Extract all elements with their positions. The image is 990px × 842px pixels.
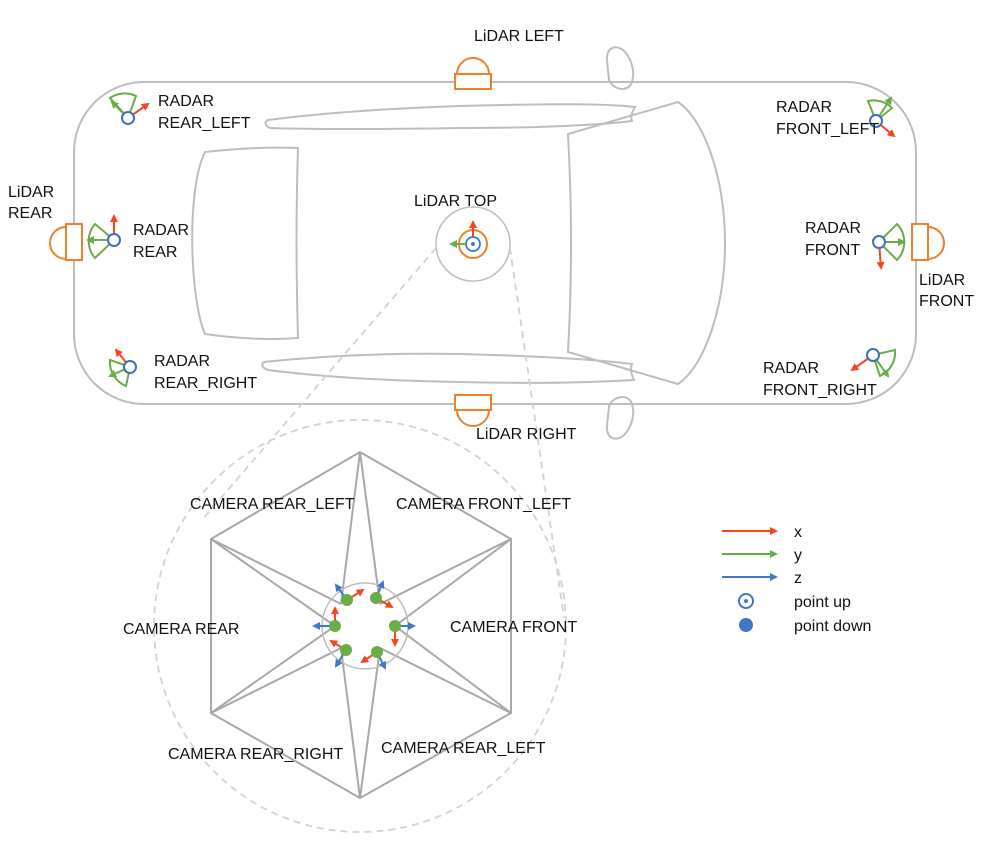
sensor-labels: LiDAR LEFT LiDAR RIGHT LiDAR TOP LiDAR R… <box>8 28 974 763</box>
camera-rear-right-marker <box>329 639 352 668</box>
label-lidar-top: LiDAR TOP <box>414 193 497 210</box>
mirror-left <box>605 46 635 90</box>
zoom-connector-right <box>509 247 565 619</box>
label-camera-front: CAMERA FRONT <box>450 619 577 636</box>
label-camera-rear-left-bottom: CAMERA REAR_LEFT <box>381 740 546 757</box>
label-lidar-rear-line2: REAR <box>8 205 52 222</box>
label-radar-front-line1: RADAR <box>805 220 861 237</box>
lidar-left-sensor <box>454 57 492 90</box>
radar-front-sensor <box>872 222 906 270</box>
label-radar-rear-left-line2: REAR_LEFT <box>158 115 251 132</box>
radar-rear-right-sensor <box>108 348 137 388</box>
radar-front-right-sensor <box>850 348 897 378</box>
camera-rear-left-top-marker <box>334 583 365 606</box>
side-window-right <box>261 352 636 384</box>
camera-rig-detail <box>153 419 567 833</box>
legend-z-label: z <box>794 570 802 587</box>
radar-front-left-sensor <box>866 96 896 138</box>
lidar-front-sensor <box>911 223 945 261</box>
label-radar-front-line2: FRONT <box>805 242 860 259</box>
side-window-left <box>264 103 637 131</box>
label-radar-front-right-line1: RADAR <box>763 360 819 377</box>
label-lidar-rear-line1: LiDAR <box>8 184 54 201</box>
label-lidar-front-line2: FRONT <box>919 293 974 310</box>
legend-point-up-icon <box>738 593 754 609</box>
label-camera-front-left: CAMERA FRONT_LEFT <box>396 496 571 513</box>
legend-x-label: x <box>794 524 802 541</box>
label-radar-front-right-line2: FRONT_RIGHT <box>763 382 877 399</box>
camera-front-left-marker <box>370 580 394 608</box>
camera-front-marker <box>389 620 416 647</box>
windshield <box>566 100 727 386</box>
rear-window <box>191 146 300 340</box>
legend-point-down-icon <box>739 618 753 632</box>
label-camera-rear-left-top: CAMERA REAR_LEFT <box>190 496 355 513</box>
label-lidar-right: LiDAR RIGHT <box>476 426 577 443</box>
label-camera-rear-right: CAMERA REAR_RIGHT <box>168 746 343 763</box>
legend-point-down-label: point down <box>794 618 871 635</box>
label-radar-front-left-line1: RADAR <box>776 99 832 116</box>
zoom-circle <box>153 419 567 833</box>
label-radar-rear-line2: REAR <box>133 244 177 261</box>
label-radar-rear-right-line2: REAR_RIGHT <box>154 375 257 392</box>
label-radar-rear-right-line1: RADAR <box>154 353 210 370</box>
lidar-top-sensor <box>435 206 511 282</box>
lidar-rear-sensor <box>49 223 83 261</box>
label-radar-rear-line1: RADAR <box>133 222 189 239</box>
lidar-right-sensor <box>454 394 492 427</box>
camera-rear-marker <box>312 606 341 632</box>
label-lidar-left: LiDAR LEFT <box>474 28 564 45</box>
legend: x y z point up point down <box>722 524 871 635</box>
label-radar-rear-left-line1: RADAR <box>158 93 214 110</box>
label-radar-front-left-line2: FRONT_LEFT <box>776 121 879 138</box>
label-lidar-front-line1: LiDAR <box>919 272 965 289</box>
label-camera-rear: CAMERA REAR <box>123 621 239 638</box>
legend-y-label: y <box>794 547 802 564</box>
camera-rear-left-bottom-marker <box>360 646 386 670</box>
mirror-right <box>605 396 635 440</box>
radar-rear-left-sensor <box>108 92 150 125</box>
legend-point-up-label: point up <box>794 594 851 611</box>
radar-rear-sensor <box>86 214 121 260</box>
camera-fov-lines <box>210 451 512 799</box>
